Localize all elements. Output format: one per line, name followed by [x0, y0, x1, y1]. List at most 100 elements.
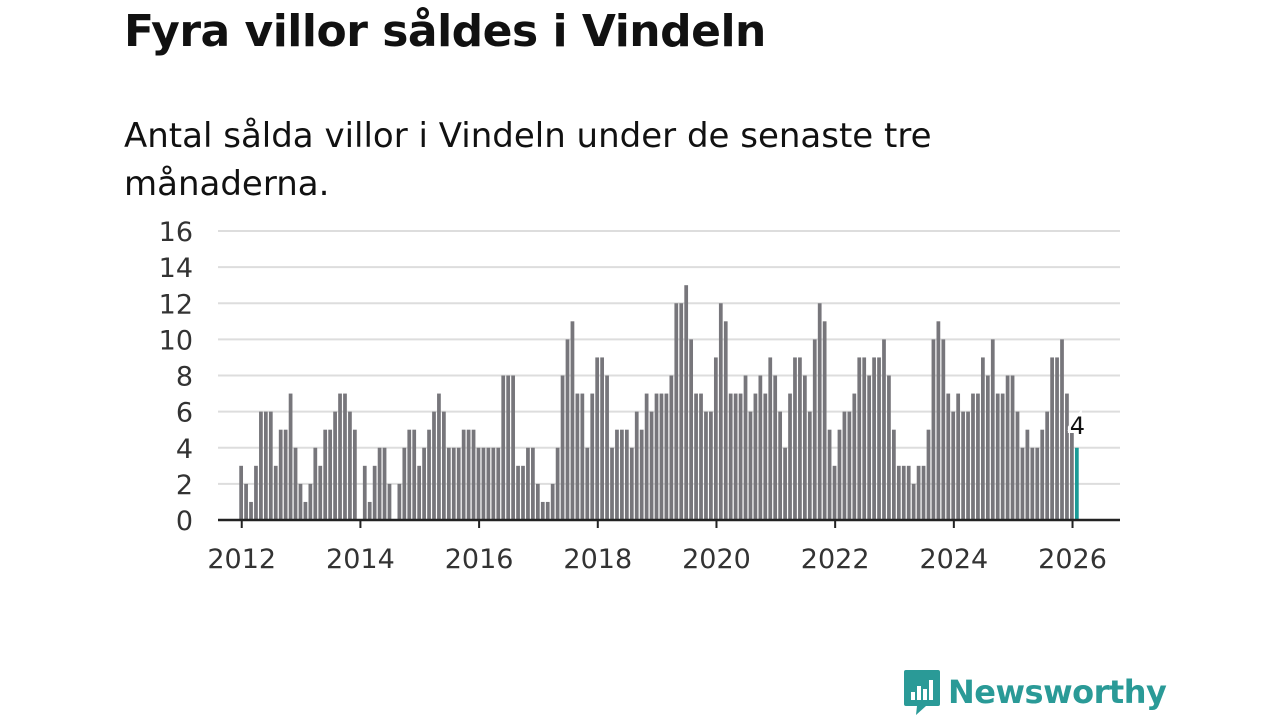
- y-tick-label-2: 2: [176, 470, 193, 501]
- bar: [936, 321, 941, 520]
- bar: [417, 465, 422, 520]
- bar: [827, 429, 832, 520]
- bar: [1030, 447, 1035, 520]
- bar: [526, 447, 530, 520]
- x-tick-label-2022: 2022: [801, 544, 870, 575]
- x-tick-label-2012: 2012: [207, 544, 276, 575]
- bar: [303, 501, 308, 520]
- bar: [877, 357, 881, 520]
- bar: [644, 393, 649, 520]
- bar: [753, 393, 758, 520]
- bar: [471, 429, 476, 520]
- bar: [516, 465, 520, 520]
- bar: [664, 393, 669, 520]
- newsworthy-logo: Newsworthy: [902, 668, 1167, 716]
- bars: [239, 285, 1079, 520]
- bar: [822, 321, 827, 520]
- bar: [718, 303, 723, 520]
- bar: [847, 411, 852, 520]
- bar: [639, 429, 644, 520]
- bar: [328, 429, 333, 520]
- bar: [427, 429, 431, 520]
- y-tick-label-4: 4: [176, 434, 193, 465]
- x-tick-label-2018: 2018: [563, 544, 632, 575]
- bar: [654, 393, 659, 520]
- bar: [600, 357, 604, 520]
- bar: [362, 465, 367, 520]
- bar: [738, 393, 743, 520]
- bar: [377, 447, 382, 520]
- bar: [1015, 411, 1020, 520]
- bar: [916, 465, 921, 520]
- bar: [476, 447, 481, 520]
- bar: [1020, 447, 1025, 520]
- bar: [407, 429, 412, 520]
- bar: [555, 447, 560, 520]
- bar: [481, 447, 486, 520]
- bar: [862, 357, 867, 520]
- bar: [511, 375, 515, 520]
- bar: [308, 483, 313, 520]
- bar: [496, 447, 501, 520]
- bar: [590, 393, 595, 520]
- bar: [239, 465, 244, 520]
- y-tick-label-14: 14: [159, 253, 193, 284]
- bar: [634, 411, 639, 520]
- bar: [605, 375, 609, 520]
- bar: [397, 483, 402, 520]
- bar: [966, 411, 970, 520]
- bar: [857, 357, 862, 520]
- bar: [352, 429, 357, 520]
- value-annotation-label: 4: [1070, 412, 1085, 440]
- bar: [298, 483, 303, 520]
- x-tick-label-2020: 2020: [682, 544, 751, 575]
- bar: [615, 429, 619, 520]
- bar: [432, 411, 436, 520]
- bar: [1005, 375, 1010, 520]
- bar: [1050, 357, 1054, 520]
- bar: [867, 375, 872, 520]
- bar: [1010, 375, 1015, 520]
- bar: [674, 303, 679, 520]
- bar: [669, 375, 674, 520]
- bar: [748, 411, 753, 520]
- bar: [704, 411, 708, 520]
- bar: [620, 429, 624, 520]
- bar: [1060, 339, 1064, 520]
- bar: [733, 393, 738, 520]
- bar: [946, 393, 951, 520]
- bar: [1065, 393, 1069, 520]
- bar: [941, 339, 946, 520]
- bar: [931, 339, 936, 520]
- bar: [956, 393, 961, 520]
- bar: [837, 429, 842, 520]
- chart-subtitle: Antal sålda villor i Vindeln under de se…: [124, 116, 932, 204]
- bar: [560, 375, 565, 520]
- bar: [728, 393, 733, 520]
- x-tick-label-2026: 2026: [1038, 544, 1107, 575]
- bar: [1045, 411, 1050, 520]
- bar: [971, 393, 975, 520]
- bar: [318, 465, 323, 520]
- bar: [709, 411, 713, 520]
- y-tick-label-10: 10: [159, 325, 193, 356]
- bar: [540, 501, 545, 520]
- bar: [288, 393, 293, 520]
- bar: [659, 393, 664, 520]
- bar: [807, 411, 812, 520]
- bar: [531, 447, 535, 520]
- bar: [343, 393, 347, 520]
- bar: [437, 393, 441, 520]
- bar: [723, 321, 728, 520]
- bar: [926, 429, 931, 520]
- bar: [842, 411, 847, 520]
- bar: [995, 393, 1000, 520]
- bar: [466, 429, 471, 520]
- bar: [402, 447, 407, 520]
- x-tick-label-2024: 2024: [919, 544, 988, 575]
- bar: [951, 411, 956, 520]
- bar: [976, 393, 980, 520]
- bar: [283, 429, 288, 520]
- bar: [293, 447, 298, 520]
